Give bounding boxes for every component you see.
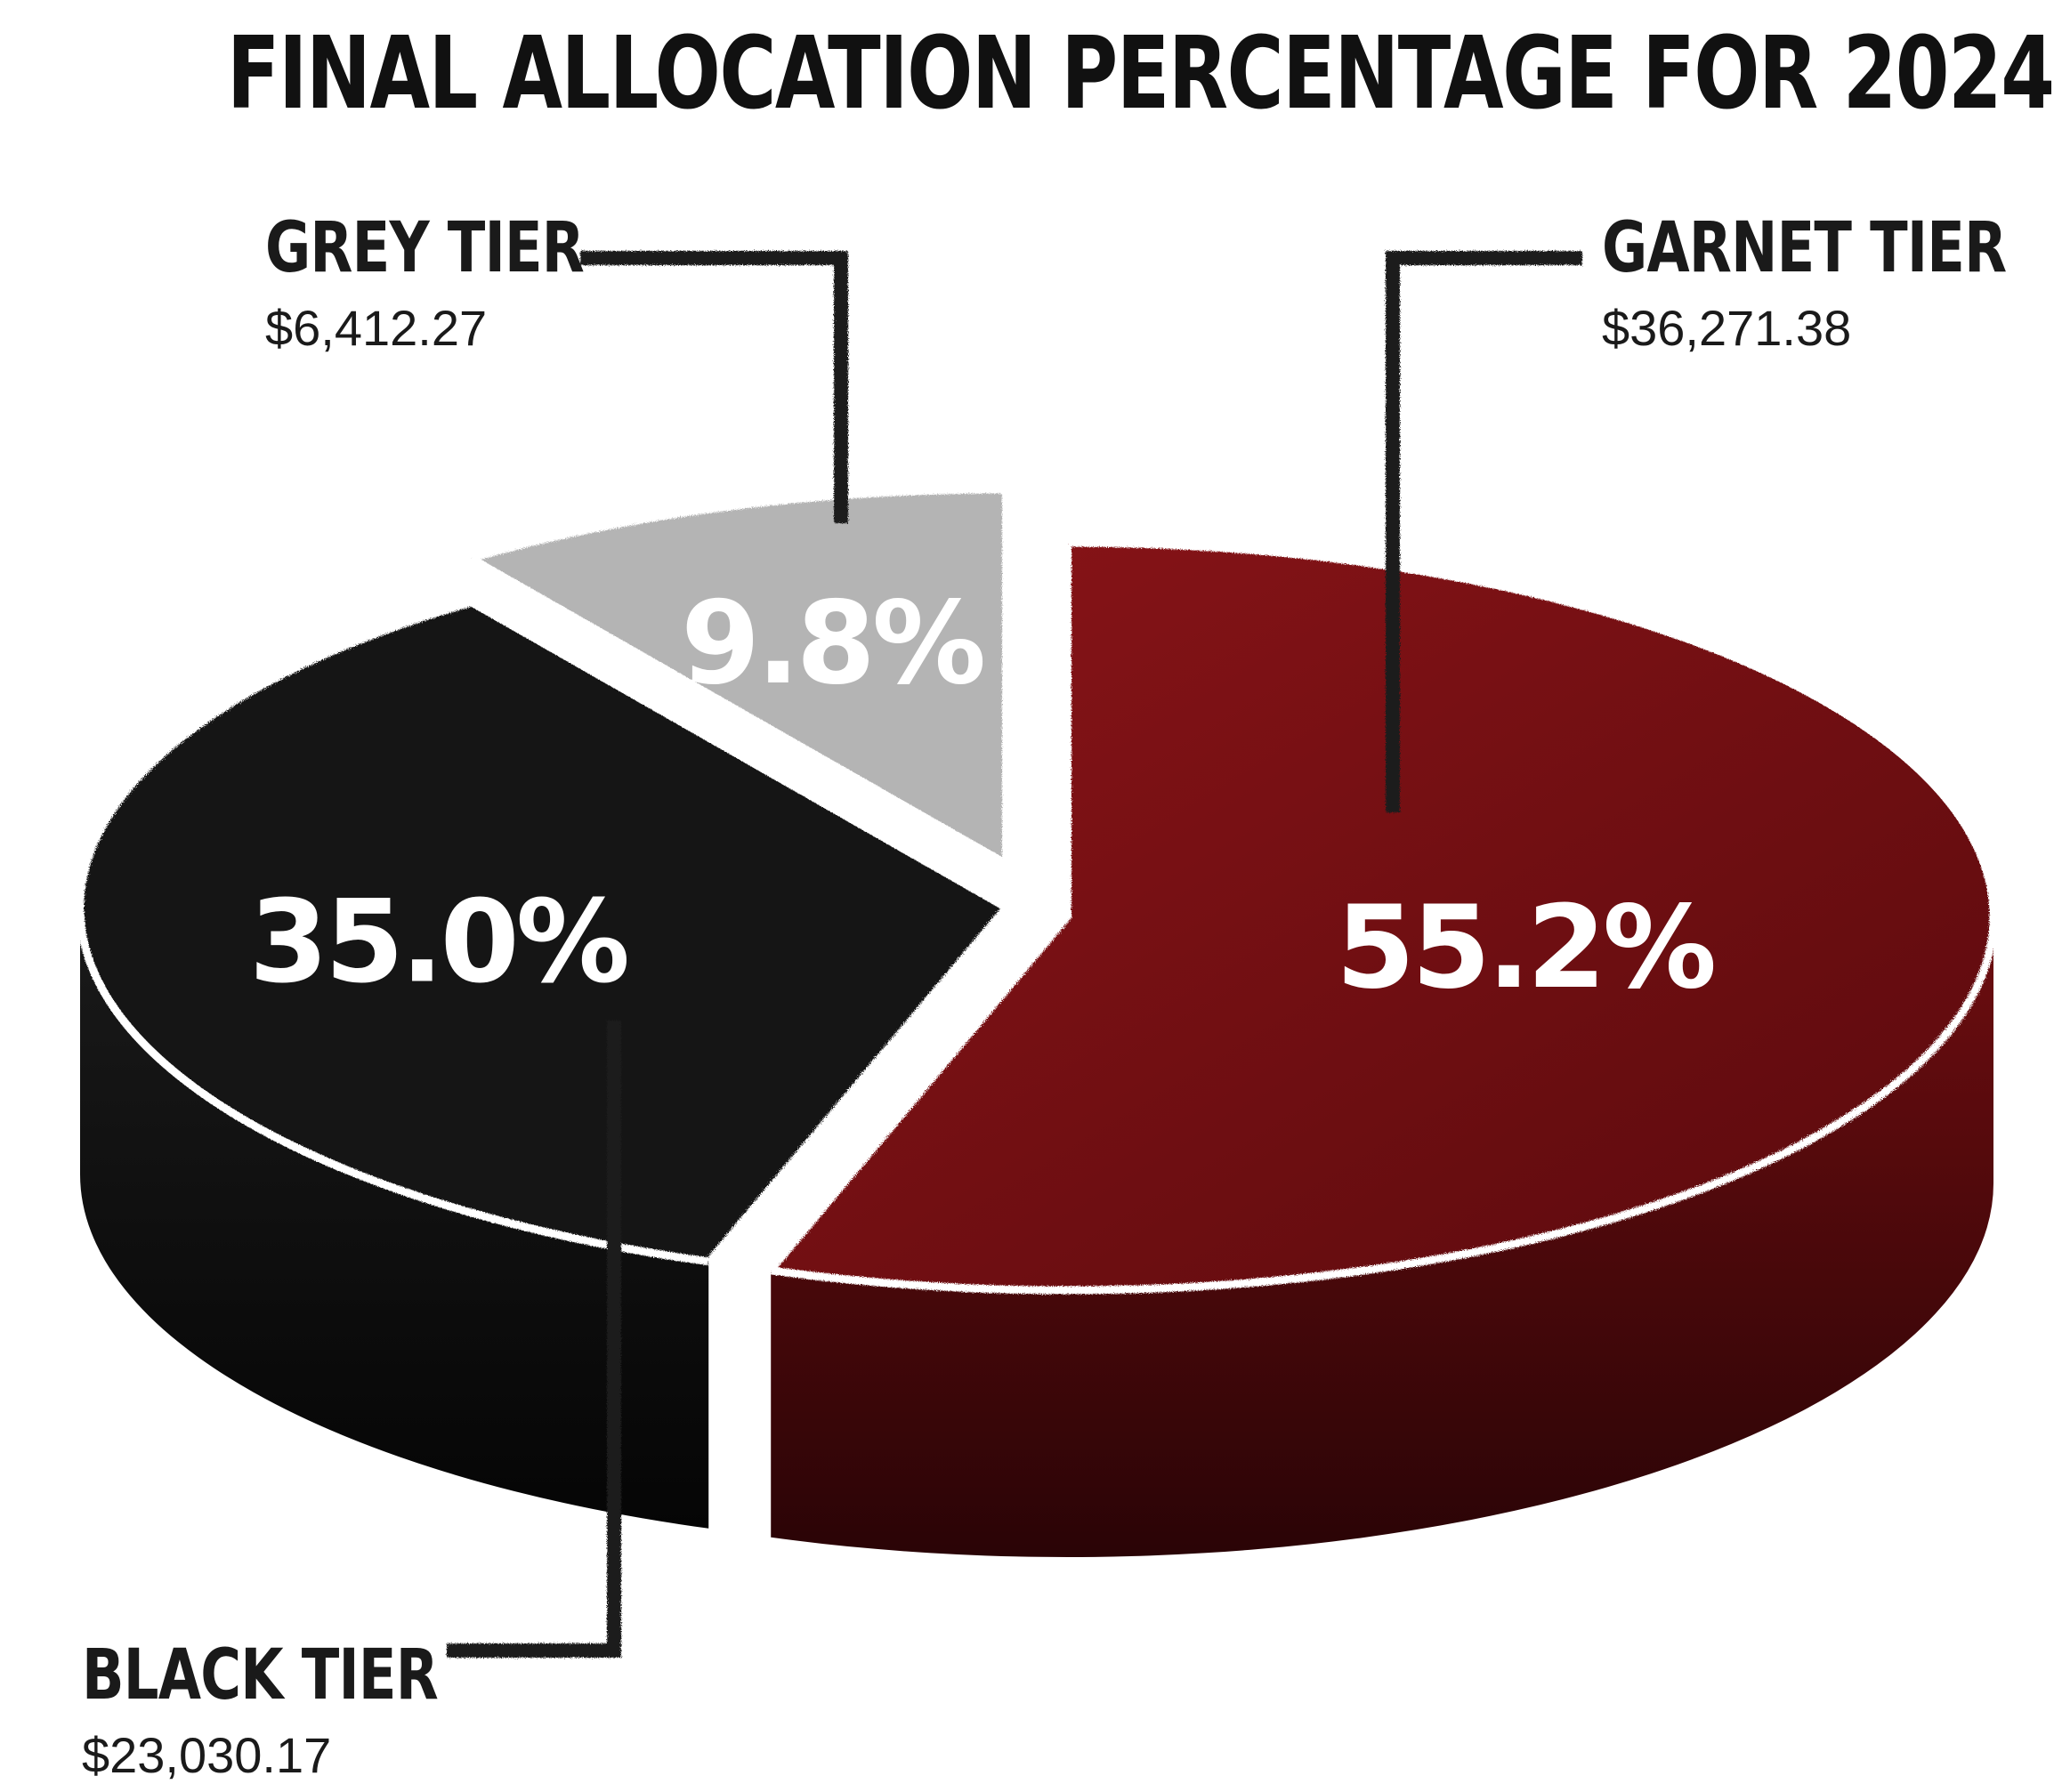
slice-divider-0 <box>768 543 1071 1273</box>
leader-line-1 <box>1386 251 1582 812</box>
slice-side-1 <box>80 908 709 1529</box>
grey-tier-amount: $6,412.27 <box>265 300 488 356</box>
slice-rim-2 <box>470 485 1007 562</box>
slice-divider-2 <box>469 489 1009 869</box>
pct-label-2: 9.8% <box>681 577 983 710</box>
black-tier-name: BLACK TIER <box>82 1635 439 1715</box>
slice-black-tier <box>80 602 1006 1262</box>
leader-line-2 <box>447 1021 621 1658</box>
slice-rim-0 <box>770 538 1998 1295</box>
slice-rim-1 <box>76 598 709 1266</box>
garnet-tier-amount: $36,271.38 <box>1602 300 1852 356</box>
chart-title: FINAL ALLOCATION PERCENTAGE FOR 2024 <box>226 16 2055 132</box>
leader-line-0 <box>580 251 848 523</box>
slice-divider-1 <box>469 599 1012 1264</box>
garnet-tier-name: GARNET TIER <box>1602 208 2007 288</box>
pct-label-0: 55.2% <box>1336 882 1714 1014</box>
slice-garnet-tier <box>771 543 1993 1290</box>
grey-tier-name: GREY TIER <box>265 208 585 288</box>
black-tier-amount: $23,030.17 <box>82 1727 332 1783</box>
pct-label-1: 35.0% <box>249 876 627 1009</box>
slice-grey-tier <box>471 489 1006 863</box>
slice-side-0 <box>771 916 1993 1557</box>
